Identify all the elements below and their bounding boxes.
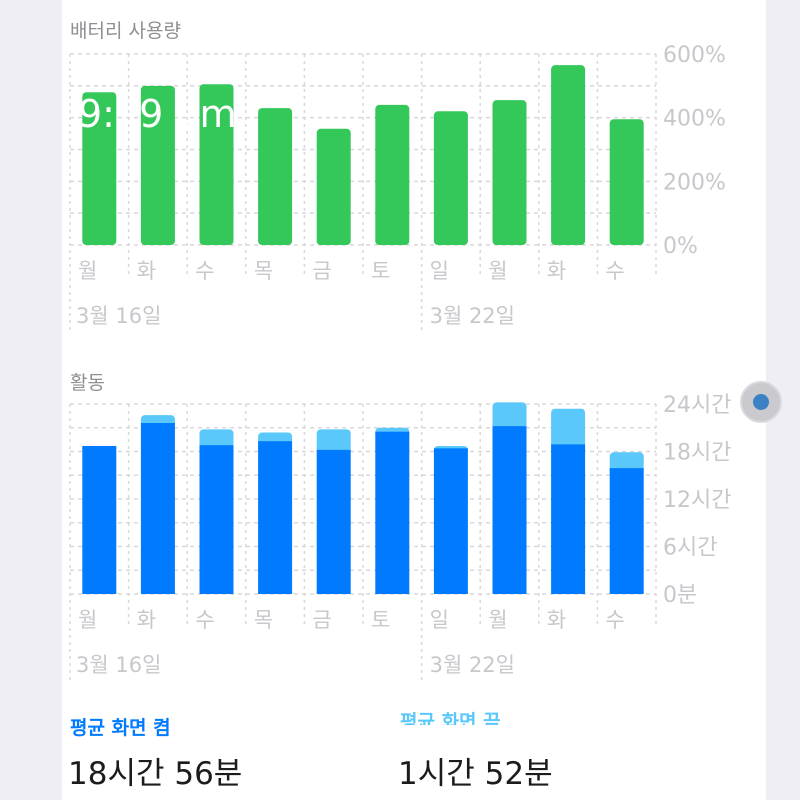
activity-day-label: 화 [137,608,156,632]
battery-bar [258,108,293,245]
activity-bar-screen-on [316,449,351,594]
battery-day-label: 목 [254,259,273,283]
battery-bar [433,111,468,245]
battery-day-label: 화 [547,259,566,283]
activity-day-label: 목 [254,608,273,632]
activity-bar-screen-off [492,402,527,433]
battery-day-label: 일 [430,259,449,283]
battery-bar [199,84,234,245]
activity-bar-screen-on [375,431,410,594]
scroll-handle[interactable] [740,381,782,423]
battery-bar [375,104,410,245]
activity-title: 활동 [70,372,105,394]
activity-day-label: 일 [430,608,449,632]
battery-day-label: 토 [371,259,390,283]
scroll-handle-dot-icon [753,394,769,410]
activity-y-tick: 0분 [663,583,697,608]
activity-day-label: 금 [312,608,331,632]
overlay-time-text: 9: 9 pm [78,92,237,136]
activity-day-label: 월 [488,608,507,632]
activity-date-label: 3월 22일 [430,653,515,677]
battery-day-label: 월 [488,259,507,283]
battery-y-tick: 200% [663,170,726,195]
activity-day-label: 화 [547,608,566,632]
battery-activity-card [62,0,766,800]
battery-day-label: 수 [195,259,214,283]
avg-screen-off-value: 1시간 52분 [398,756,553,792]
avg-screen-off-label: 평균 화면 끔 [400,711,501,725]
activity-bar-screen-off [551,408,586,451]
activity-date-label: 3월 16일 [76,653,161,677]
activity-day-label: 수 [605,608,624,632]
battery-date-label: 3월 22일 [430,304,515,328]
battery-y-tick: 600% [663,43,726,68]
battery-day-label: 금 [312,259,331,283]
battery-bar [492,100,527,246]
battery-bar [140,85,175,245]
activity-bar-screen-off [316,429,351,456]
avg-screen-on-label: 평균 화면 켬 [70,717,171,739]
activity-bar-screen-on [609,468,644,594]
activity-y-tick: 18시간 [663,441,731,466]
activity-y-tick: 6시간 [663,536,717,561]
activity-bar-screen-on [140,423,175,594]
activity-bar-screen-on [492,426,527,594]
activity-day-label: 월 [78,608,97,632]
activity-y-tick: 12시간 [663,488,731,513]
activity-bar-screen-on [551,444,586,594]
battery-bar [82,92,117,245]
battery-y-tick: 0% [663,234,698,259]
battery-date-label: 3월 16일 [76,304,161,328]
battery-bar [609,119,644,245]
battery-bar [551,65,586,246]
battery-day-label: 수 [605,259,624,283]
battery-bar [316,128,351,245]
activity-bar-screen-on [82,445,117,594]
activity-bar-screen-on [433,448,468,594]
activity-y-tick: 24시간 [663,393,731,418]
activity-day-label: 수 [195,608,214,632]
activity-bar-screen-on [199,445,234,594]
activity-day-label: 토 [371,608,390,632]
activity-bar-screen-on [258,441,293,594]
avg-screen-on-value: 18시간 56분 [68,756,243,792]
battery-day-label: 월 [78,259,97,283]
battery-usage-title: 배터리 사용량 [70,20,181,42]
battery-day-label: 화 [137,259,156,283]
battery-y-tick: 400% [663,107,726,132]
